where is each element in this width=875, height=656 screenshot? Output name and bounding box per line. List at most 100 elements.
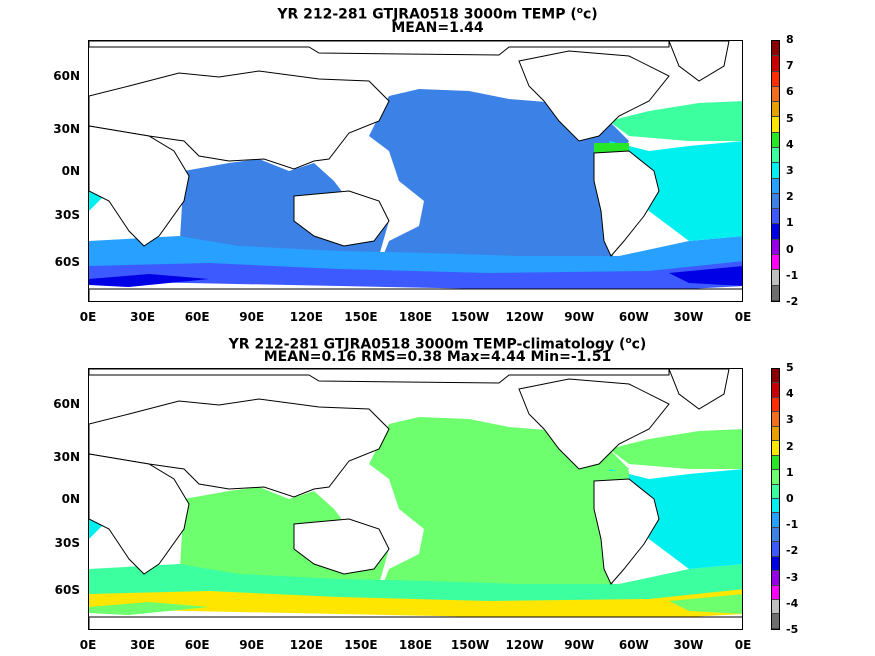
colorbar-label: 6 bbox=[786, 85, 794, 99]
continent-outline bbox=[593, 150, 660, 257]
lon-label: 60W bbox=[618, 310, 649, 324]
colorbar-swatch bbox=[772, 397, 779, 413]
continent-outline bbox=[89, 398, 390, 498]
panel2-title: YR 212-281 GTJRA0518 3000m TEMP-climatol… bbox=[228, 336, 647, 353]
lon-label: 150W bbox=[450, 638, 490, 652]
colorbar-swatch bbox=[772, 102, 779, 118]
panel2-colorbar bbox=[771, 368, 780, 630]
continent-outline bbox=[668, 369, 730, 410]
colorbar-label: 8 bbox=[786, 33, 794, 46]
continent-outline bbox=[518, 378, 670, 470]
colorbar-label: 0 bbox=[786, 242, 794, 256]
field-pacific bbox=[369, 417, 629, 607]
colorbar-label: 7 bbox=[786, 59, 794, 73]
colorbar-swatch bbox=[772, 369, 779, 384]
colorbar-swatch bbox=[772, 513, 779, 528]
lon-label: 0E bbox=[734, 638, 752, 652]
colorbar-swatch bbox=[772, 484, 779, 499]
continent-outline bbox=[89, 70, 390, 170]
lon-label: 90E bbox=[239, 638, 265, 652]
continent-outline bbox=[89, 453, 190, 575]
colorbar-label: 2 bbox=[786, 439, 794, 453]
colorbar-swatch bbox=[772, 132, 779, 148]
field-caribbean bbox=[594, 143, 629, 153]
lon-label: 150E bbox=[344, 638, 378, 652]
colorbar-swatch bbox=[772, 571, 779, 586]
colorbar-label: 4 bbox=[786, 137, 794, 151]
lon-label: 150E bbox=[344, 310, 378, 324]
colorbar-swatch bbox=[772, 426, 779, 442]
continent-outline bbox=[89, 41, 670, 56]
lon-label: 60E bbox=[184, 310, 210, 324]
colorbar-label: 3 bbox=[786, 413, 794, 427]
colorbar-swatch bbox=[772, 527, 779, 543]
colorbar-label: -2 bbox=[786, 295, 799, 308]
colorbar-label: -1 bbox=[786, 518, 799, 532]
colorbar-label: 5 bbox=[786, 111, 794, 125]
colorbar-swatch bbox=[772, 117, 779, 133]
lon-label: 120W bbox=[505, 310, 544, 324]
colorbar-swatch bbox=[772, 542, 779, 557]
lat-label: 30S bbox=[54, 208, 80, 222]
colorbar-label: -1 bbox=[786, 268, 799, 282]
lat-label: 60N bbox=[53, 69, 80, 83]
lat-label: 60S bbox=[54, 255, 80, 269]
colorbar-label: -3 bbox=[786, 570, 799, 584]
continent-outline bbox=[593, 478, 660, 585]
continent-outline bbox=[518, 50, 670, 142]
colorbar-swatch bbox=[772, 254, 779, 271]
colorbar-swatch bbox=[772, 470, 779, 485]
continent-outline bbox=[89, 369, 670, 384]
lon-label: 30W bbox=[673, 310, 704, 324]
lon-label: 60W bbox=[618, 638, 649, 652]
lon-label: 0E bbox=[79, 310, 97, 324]
panel1-title: YR 212-281 GTJRA0518 3000m TEMP (oc) bbox=[277, 6, 598, 23]
colorbar-swatch bbox=[772, 270, 779, 286]
field-atlantic bbox=[89, 469, 742, 569]
continent-outline bbox=[89, 288, 742, 301]
lat-label: 0N bbox=[61, 492, 80, 506]
colorbar-label: 1 bbox=[786, 465, 794, 479]
colorbar-swatch bbox=[772, 614, 779, 629]
panel1-subtitle: MEAN=1.44 bbox=[391, 20, 484, 36]
colorbar-label: -2 bbox=[786, 544, 799, 558]
lon-label: 120E bbox=[289, 638, 323, 652]
lon-label: 120E bbox=[289, 310, 323, 324]
lon-label: 180E bbox=[398, 638, 433, 652]
lon-label: 150W bbox=[450, 310, 490, 324]
field-southern-ocean bbox=[89, 261, 742, 291]
panel1-map bbox=[88, 40, 743, 302]
colorbar-swatch bbox=[772, 441, 779, 456]
lat-label: 30N bbox=[53, 450, 80, 464]
lon-label: 90E bbox=[239, 310, 265, 324]
lon-label: 180E bbox=[398, 310, 433, 324]
colorbar-label: 5 bbox=[786, 361, 794, 374]
field-southern-ocean bbox=[89, 589, 742, 619]
colorbar-swatch bbox=[772, 163, 779, 179]
colorbar-swatch bbox=[772, 193, 779, 210]
map-svg bbox=[89, 369, 742, 629]
colorbar-label: 4 bbox=[786, 387, 794, 401]
lon-label: 0E bbox=[79, 638, 97, 652]
continent-outline bbox=[89, 616, 742, 629]
lon-label: 120W bbox=[505, 638, 544, 652]
continent-outline bbox=[293, 190, 390, 247]
colorbar-swatch bbox=[772, 239, 779, 255]
colorbar-swatch bbox=[772, 56, 779, 72]
colorbar-swatch bbox=[772, 585, 779, 600]
lon-label: 60E bbox=[184, 638, 210, 652]
lon-label: 30E bbox=[130, 638, 156, 652]
field-caribbean bbox=[594, 471, 629, 481]
lat-label: 30S bbox=[54, 536, 80, 550]
colorbar-swatch bbox=[772, 455, 779, 471]
colorbar-label: -4 bbox=[786, 596, 799, 610]
lat-label: 60S bbox=[54, 583, 80, 597]
lon-label: 30E bbox=[130, 310, 156, 324]
panel2-subtitle: MEAN=0.16 RMS=0.38 Max=4.44 Min=-1.51 bbox=[263, 349, 612, 365]
lon-label: 0E bbox=[734, 310, 752, 324]
colorbar-swatch bbox=[772, 71, 779, 87]
field-north-atlantic bbox=[609, 429, 742, 469]
panel2-map bbox=[88, 368, 743, 630]
colorbar-label: 0 bbox=[786, 492, 794, 505]
lon-label: 90W bbox=[564, 310, 595, 324]
